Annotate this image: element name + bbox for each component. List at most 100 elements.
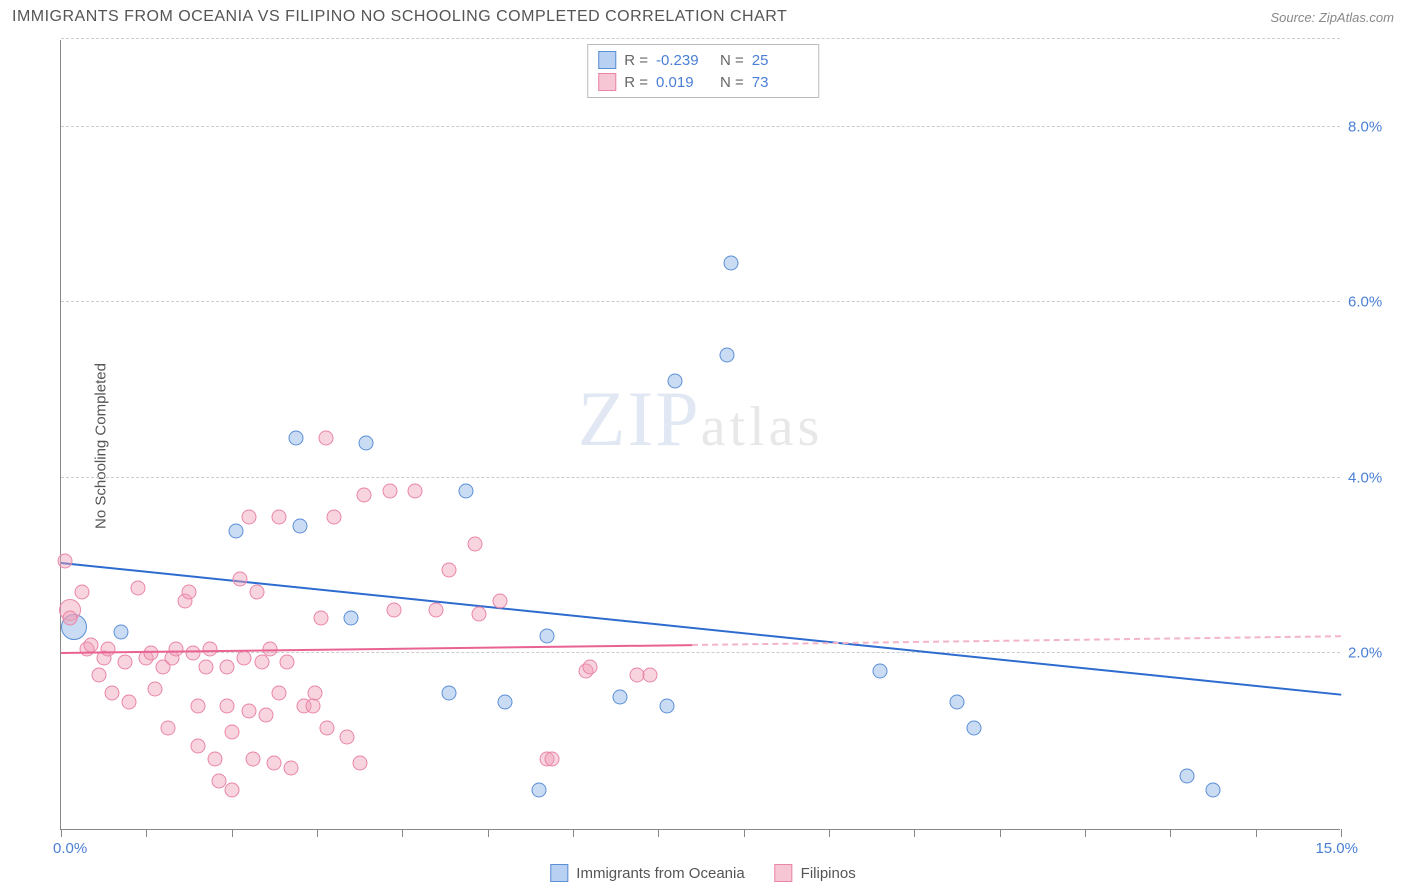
data-point: [186, 646, 201, 661]
plot-area: ZIPatlas 2.0%4.0%6.0%8.0%0.0%15.0%: [60, 40, 1340, 830]
data-point: [258, 707, 273, 722]
data-point: [83, 637, 98, 652]
data-point: [271, 685, 286, 700]
data-point: [1180, 769, 1195, 784]
x-tick-label-min: 0.0%: [53, 840, 87, 857]
data-point: [668, 374, 683, 389]
data-point: [271, 510, 286, 525]
legend-r-label: R =: [624, 52, 648, 69]
data-point: [250, 585, 265, 600]
data-point: [314, 611, 329, 626]
y-tick-label: 8.0%: [1348, 118, 1398, 135]
legend-swatch: [598, 73, 616, 91]
data-point: [224, 725, 239, 740]
legend-swatch: [598, 51, 616, 69]
data-point: [308, 685, 323, 700]
data-point: [318, 431, 333, 446]
data-point: [531, 782, 546, 797]
data-point: [113, 624, 128, 639]
x-tick-label-max: 15.0%: [1315, 840, 1358, 857]
source-label: Source: ZipAtlas.com: [1270, 10, 1394, 25]
data-point: [190, 699, 205, 714]
data-point: [118, 655, 133, 670]
data-point: [254, 655, 269, 670]
data-point: [92, 668, 107, 683]
legend-swatch: [775, 864, 793, 882]
data-point: [356, 488, 371, 503]
data-point: [241, 510, 256, 525]
trend-line: [61, 562, 1341, 696]
legend-r-label: R =: [624, 74, 648, 91]
data-point: [280, 655, 295, 670]
watermark-zip: ZIP: [578, 375, 701, 462]
x-tick: [658, 829, 659, 837]
data-point: [62, 611, 77, 626]
data-point: [467, 536, 482, 551]
data-point: [1206, 782, 1221, 797]
x-tick: [1256, 829, 1257, 837]
data-point: [950, 694, 965, 709]
data-point: [442, 563, 457, 578]
data-point: [292, 519, 307, 534]
data-point: [199, 659, 214, 674]
data-point: [228, 523, 243, 538]
data-point: [305, 699, 320, 714]
x-tick: [402, 829, 403, 837]
legend-r-value: 0.019: [656, 74, 712, 91]
data-point: [352, 756, 367, 771]
data-point: [58, 554, 73, 569]
data-point: [233, 571, 248, 586]
data-point: [224, 782, 239, 797]
x-tick: [146, 829, 147, 837]
data-point: [339, 729, 354, 744]
y-tick-label: 6.0%: [1348, 294, 1398, 311]
data-point: [207, 751, 222, 766]
x-tick: [573, 829, 574, 837]
legend-row: R =0.019N =73: [598, 71, 808, 93]
data-point: [160, 721, 175, 736]
legend-series: Immigrants from Oceania Filipinos: [550, 864, 855, 882]
data-point: [105, 685, 120, 700]
gridline: [61, 477, 1340, 478]
x-tick: [61, 829, 62, 837]
data-point: [459, 484, 474, 499]
y-tick-label: 2.0%: [1348, 645, 1398, 662]
data-point: [267, 756, 282, 771]
legend-item: Immigrants from Oceania: [550, 864, 744, 882]
legend-n-value: 25: [752, 52, 808, 69]
data-point: [873, 664, 888, 679]
data-point: [382, 484, 397, 499]
data-point: [719, 348, 734, 363]
data-point: [237, 650, 252, 665]
x-tick: [744, 829, 745, 837]
data-point: [75, 585, 90, 600]
legend-row: R =-0.239N =25: [598, 49, 808, 71]
data-point: [220, 699, 235, 714]
data-point: [327, 510, 342, 525]
data-point: [122, 694, 137, 709]
data-point: [100, 642, 115, 657]
source-name: ZipAtlas.com: [1319, 10, 1394, 25]
data-point: [182, 585, 197, 600]
chart-title: IMMIGRANTS FROM OCEANIA VS FILIPINO NO S…: [12, 8, 787, 26]
data-point: [659, 699, 674, 714]
data-point: [386, 602, 401, 617]
data-point: [540, 628, 555, 643]
data-point: [344, 611, 359, 626]
legend-label: Filipinos: [801, 865, 856, 882]
legend-n-label: N =: [720, 52, 744, 69]
gridline: [61, 301, 1340, 302]
data-point: [544, 751, 559, 766]
data-point: [723, 255, 738, 270]
gridline: [61, 126, 1340, 127]
data-point: [284, 760, 299, 775]
data-point: [320, 721, 335, 736]
gridline: [61, 38, 1340, 39]
data-point: [442, 685, 457, 700]
data-point: [147, 681, 162, 696]
data-point: [612, 690, 627, 705]
data-point: [967, 721, 982, 736]
data-point: [143, 646, 158, 661]
x-tick: [317, 829, 318, 837]
data-point: [169, 642, 184, 657]
